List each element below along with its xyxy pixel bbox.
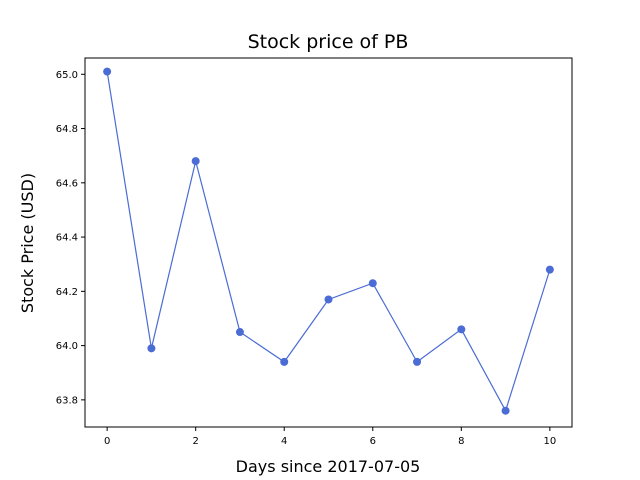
data-point [324, 295, 333, 304]
x-axis-label: Days since 2017-07-05 [236, 457, 421, 476]
x-tick-label: 10 [543, 436, 556, 447]
y-tick-label: 63.8 [56, 395, 78, 406]
data-point [103, 67, 112, 76]
y-tick-label: 64.0 [56, 341, 78, 352]
x-tick-label: 6 [370, 436, 376, 447]
y-tick-label: 64.2 [56, 287, 78, 298]
x-tick-label: 2 [192, 436, 198, 447]
y-tick-label: 64.4 [56, 233, 78, 244]
data-point [457, 325, 466, 334]
y-tick-label: 64.6 [56, 178, 78, 189]
x-tick-label: 8 [458, 436, 464, 447]
data-point [413, 357, 422, 366]
data-point [545, 265, 554, 274]
plot-frame [84, 57, 573, 428]
x-tick-label: 4 [281, 436, 287, 447]
y-axis-label: Stock Price (USD) [18, 173, 37, 313]
x-tick-label: 0 [104, 436, 110, 447]
y-tick-label: 64.8 [56, 124, 78, 135]
plot-area: 0 2 4 6 8 10 63.8 64.0 64.2 64.4 64.6 64.8 65.0 [56, 57, 573, 447]
chart-title: Stock price of PB [248, 31, 409, 53]
data-point [280, 357, 289, 366]
data-point [191, 157, 200, 166]
series-line [106, 71, 551, 413]
data-point [368, 279, 377, 288]
data-point [501, 406, 510, 415]
data-point [235, 328, 244, 337]
data-point [147, 344, 156, 353]
y-tick-label: 65.0 [56, 70, 78, 81]
